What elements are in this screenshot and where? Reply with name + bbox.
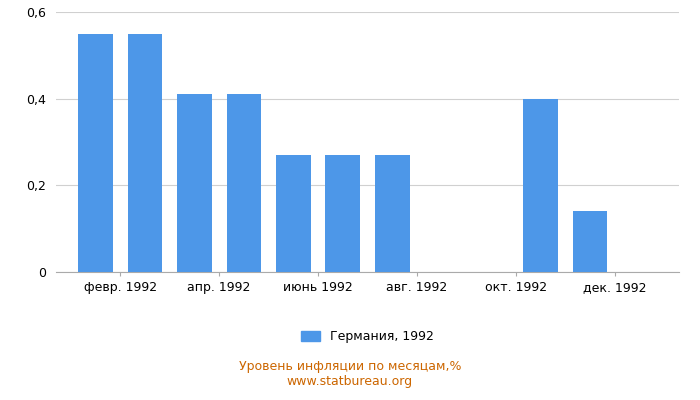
Text: Уровень инфляции по месяцам,%
www.statbureau.org: Уровень инфляции по месяцам,% www.statbu… <box>239 360 461 388</box>
Bar <box>276 155 311 272</box>
Bar <box>524 99 558 272</box>
Bar <box>573 211 608 272</box>
Bar <box>127 34 162 272</box>
Bar <box>326 155 360 272</box>
Bar <box>78 34 113 272</box>
Bar <box>375 155 410 272</box>
Legend: Германия, 1992: Германия, 1992 <box>296 325 439 348</box>
Bar <box>177 94 211 272</box>
Bar <box>227 94 261 272</box>
